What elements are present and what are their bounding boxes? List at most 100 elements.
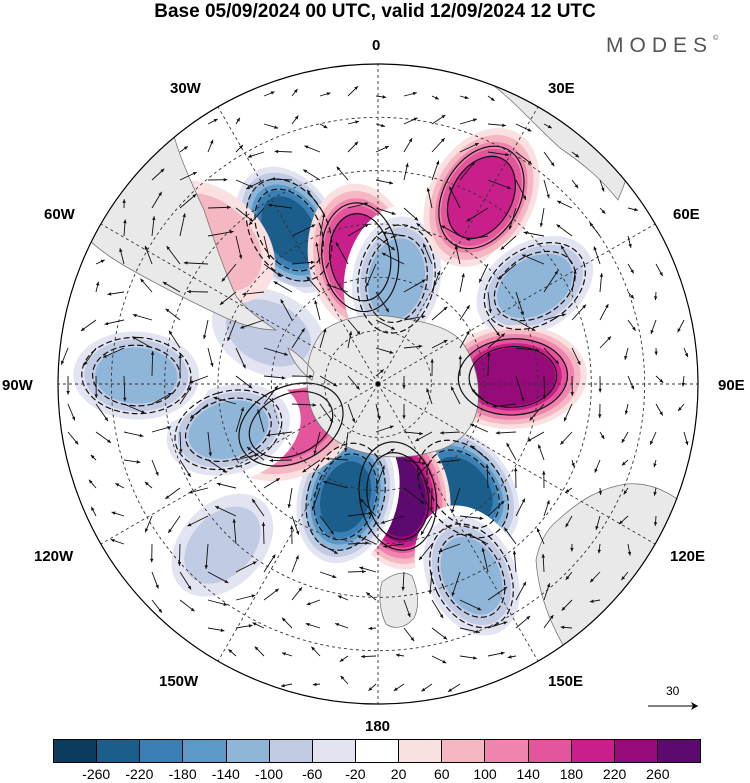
wind-vector xyxy=(515,347,540,351)
wind-vector xyxy=(319,515,335,535)
wind-vector-head xyxy=(165,495,170,499)
wind-vector-head xyxy=(421,279,426,283)
wind-vector-head xyxy=(390,448,395,453)
wind-vector xyxy=(438,543,461,553)
wind-vector-head xyxy=(183,146,188,150)
wind-vector xyxy=(306,189,321,209)
wind-vector-head xyxy=(443,340,448,344)
wind-vector-head xyxy=(368,511,373,516)
wind-vector-head xyxy=(301,328,305,333)
wind-vector xyxy=(205,543,209,570)
colorbar-swatch xyxy=(614,740,658,762)
wind-vector-head xyxy=(366,592,371,596)
wind-vector-head xyxy=(336,166,341,171)
wind-vector-head xyxy=(582,304,586,309)
wind-vector-head xyxy=(451,509,455,514)
wind-vector xyxy=(123,403,146,414)
wind-vector-head xyxy=(468,533,473,537)
wind-vector-head xyxy=(287,504,292,509)
wind-vector-head xyxy=(192,194,197,198)
wind-vector-head xyxy=(61,360,65,365)
colorbar-tick-label: 180 xyxy=(559,766,584,782)
wind-vector-head xyxy=(487,352,491,356)
wind-vector-head xyxy=(382,231,387,235)
wind-vector-head xyxy=(529,416,534,421)
wind-vector xyxy=(319,403,334,423)
wind-vector-head xyxy=(471,161,475,166)
wind-vector-head xyxy=(503,586,508,591)
wind-vector-head xyxy=(150,558,154,563)
wind-vector-head xyxy=(238,254,243,259)
anomaly-shade-blue-90w xyxy=(95,347,178,404)
wind-vector-head xyxy=(307,189,311,194)
wind-vector xyxy=(403,487,425,505)
wind-vector xyxy=(235,347,246,369)
wind-vector-head xyxy=(500,246,505,250)
lon-label-60e: 60E xyxy=(673,206,700,223)
wind-vector-head xyxy=(190,607,195,612)
wind-vector-head xyxy=(269,458,274,463)
wind-vector xyxy=(235,453,259,461)
wind-vector xyxy=(529,403,545,421)
wind-vector-head xyxy=(389,181,393,185)
wind-vector-head xyxy=(628,243,632,248)
wind-vector-head xyxy=(521,254,526,258)
wind-vector xyxy=(183,262,209,265)
contour-line-blue-60e xyxy=(493,250,576,322)
wind-vector-head xyxy=(270,91,275,95)
wind-vector-head xyxy=(330,530,334,535)
wind-vector-head xyxy=(439,614,444,619)
wind-vector-head xyxy=(274,385,278,390)
wind-vector xyxy=(448,186,461,209)
wind-vector-head xyxy=(565,575,570,580)
contour-line-pink-0 xyxy=(321,202,400,313)
wind-vector xyxy=(380,515,405,524)
wind-vector-head xyxy=(561,313,566,317)
wind-vector-head xyxy=(474,143,479,147)
wind-vector xyxy=(422,243,433,265)
wind-vector xyxy=(560,245,573,265)
wind-vector-head xyxy=(357,535,362,539)
wind-vector-head xyxy=(203,335,207,339)
meridian-line xyxy=(377,383,656,545)
wind-vector-head xyxy=(236,117,240,122)
wind-vector-head xyxy=(659,379,664,383)
contour-line-blue-10e xyxy=(365,234,428,324)
wind-vector xyxy=(543,270,559,293)
wind-vector-head xyxy=(306,276,311,281)
colorbar-tick-label: 20 xyxy=(390,766,407,782)
brand-mark: © xyxy=(713,35,719,42)
lon-label-150w: 150W xyxy=(159,673,199,690)
wind-vector-head xyxy=(621,576,626,581)
wind-vector-head xyxy=(650,440,654,445)
wind-vector-head xyxy=(574,184,579,189)
wind-vector-head xyxy=(271,554,276,559)
meridian-line xyxy=(377,106,539,385)
wind-vector-head xyxy=(436,460,441,464)
wind-vector-head xyxy=(213,396,218,401)
wind-vector-head xyxy=(274,588,279,593)
wind-vector xyxy=(248,207,265,226)
vector-key-label: 30 xyxy=(666,684,680,698)
wind-vector xyxy=(365,263,377,287)
wind-vector-head xyxy=(314,300,318,305)
colorbar-tick-label: -140 xyxy=(211,766,240,782)
wind-vector xyxy=(207,431,212,457)
wind-vector-head xyxy=(546,583,551,588)
wind-vector-head xyxy=(144,245,148,250)
colorbar-swatch xyxy=(54,740,98,762)
wind-vector-head xyxy=(88,479,93,484)
wind-vector-head xyxy=(94,394,98,398)
wind-vector xyxy=(515,291,524,316)
wind-vector-head xyxy=(443,635,448,640)
contour-line-blue-150e xyxy=(437,533,506,618)
wind-vector-head xyxy=(326,284,331,288)
colorbar-swatch xyxy=(399,740,443,762)
wind-vector-head xyxy=(472,118,477,122)
wind-vector xyxy=(207,230,234,237)
wind-vector-head xyxy=(476,629,480,634)
wind-vector xyxy=(487,586,508,601)
wind-vector-head xyxy=(449,186,453,191)
wind-vector-head xyxy=(325,457,330,461)
wind-vector-head xyxy=(505,152,510,157)
